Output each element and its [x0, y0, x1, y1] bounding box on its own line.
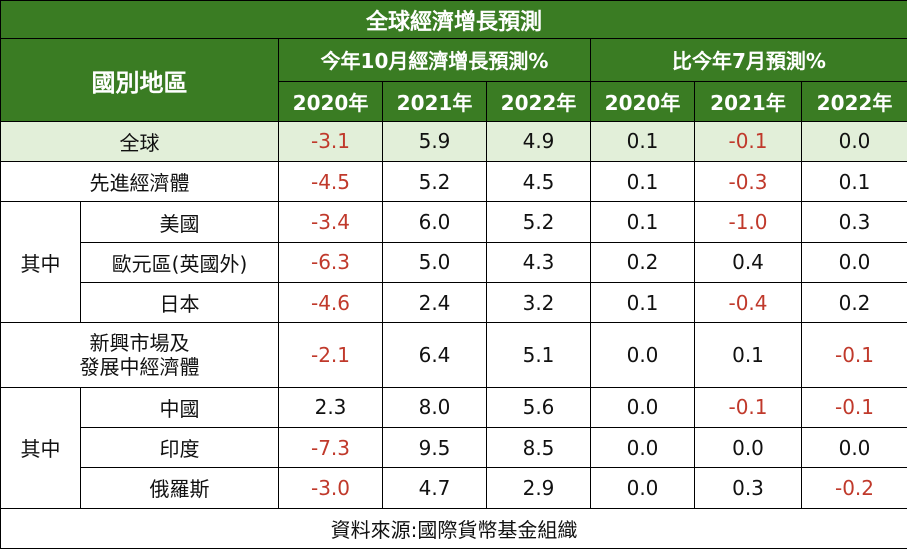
row-label: 新興市場及 發展中經濟體: [0, 322, 279, 388]
year-header: 2020年: [590, 80, 695, 122]
value-cell: 0.0: [590, 386, 695, 429]
year-header: 2021年: [694, 80, 802, 122]
value-cell: -3.0: [278, 467, 383, 509]
value-cell: -0.1: [694, 386, 802, 429]
value-cell: 6.0: [382, 201, 487, 243]
value-cell: -0.1: [694, 120, 802, 163]
table-row: 俄羅斯 -3.0 4.7 2.9 0.0 0.3 -0.2: [1, 467, 907, 509]
value-cell: 5.1: [486, 322, 591, 388]
value-cell: 5.0: [382, 241, 487, 283]
value-cell: -1.0: [694, 201, 802, 243]
value-cell: 3.2: [486, 281, 591, 324]
value-cell: -0.2: [800, 467, 907, 509]
value-cell: 4.9: [486, 120, 591, 163]
value-cell: 0.0: [590, 467, 695, 509]
year-header: 2022年: [800, 80, 907, 122]
value-cell: -0.1: [800, 322, 907, 388]
value-cell: 0.0: [590, 426, 695, 469]
row-label: 日本: [80, 281, 279, 324]
value-cell: 0.2: [800, 281, 907, 324]
value-cell: -0.4: [694, 281, 802, 324]
july-diff-header: 比今年7月預測%: [589, 38, 907, 82]
value-cell: 0.1: [590, 281, 695, 324]
row-label-line: 發展中經濟體: [79, 354, 200, 379]
value-cell: -2.1: [278, 322, 383, 388]
row-label: 印度: [80, 426, 279, 469]
table-row: 全球 -3.1 5.9 4.9 0.1 -0.1 0.0: [0, 120, 907, 163]
value-cell: -4.5: [278, 161, 383, 203]
value-cell: -0.3: [694, 161, 802, 203]
value-cell: 8.5: [486, 426, 591, 469]
value-cell: 4.5: [486, 161, 591, 203]
value-cell: 2.3: [278, 386, 383, 429]
value-cell: 0.4: [694, 241, 802, 283]
row-label-line: 新興市場及: [89, 330, 190, 355]
value-cell: 0.1: [590, 161, 695, 203]
value-cell: 4.3: [486, 241, 591, 283]
value-cell: 0.3: [800, 201, 907, 243]
value-cell: 0.2: [590, 241, 695, 283]
value-cell: 2.4: [382, 281, 487, 324]
value-cell: 2.9: [486, 467, 591, 509]
value-cell: 5.9: [382, 120, 487, 163]
value-cell: 0.0: [694, 426, 802, 469]
value-cell: 0.0: [800, 426, 907, 469]
value-cell: -7.3: [278, 426, 383, 469]
value-cell: 5.2: [382, 161, 487, 203]
value-cell: 4.7: [382, 467, 487, 509]
value-cell: 0.1: [590, 120, 695, 163]
source-note: 資料來源:國際貨幣基金組織: [0, 507, 907, 549]
value-cell: 5.2: [486, 201, 591, 243]
row-label: 中國: [80, 386, 279, 429]
value-cell: 5.6: [486, 386, 591, 429]
table-row: 先進經濟體 -4.5 5.2 4.5 0.1 -0.3 0.1: [0, 161, 907, 203]
region-header: 國別地區: [0, 38, 279, 122]
value-cell: 0.0: [800, 120, 907, 163]
table-row: 歐元區(英國外) -6.3 5.0 4.3 0.2 0.4 0.0: [1, 241, 907, 283]
year-header: 2021年: [382, 80, 487, 122]
row-label: 全球: [0, 120, 279, 163]
value-cell: -3.4: [278, 201, 383, 243]
value-cell: -6.3: [278, 241, 383, 283]
oct-forecast-header: 今年10月經濟增長預測%: [278, 38, 591, 82]
value-cell: 9.5: [382, 426, 487, 469]
value-cell: -0.1: [800, 386, 907, 429]
value-cell: -3.1: [278, 120, 383, 163]
group-label: 其中: [0, 386, 81, 509]
row-label: 歐元區(英國外): [80, 241, 279, 283]
year-header: 2020年: [278, 80, 383, 122]
row-label: 俄羅斯: [80, 467, 279, 509]
value-cell: 0.3: [694, 467, 802, 509]
value-cell: 8.0: [382, 386, 487, 429]
group-label: 其中: [0, 201, 81, 324]
table-row: 日本 -4.6 2.4 3.2 0.1 -0.4 0.2: [1, 281, 907, 324]
row-label: 美國: [80, 201, 279, 243]
value-cell: 0.1: [694, 322, 802, 388]
table-row: 其中 美國 -3.4 6.0 5.2 0.1 -1.0 0.3: [0, 201, 907, 324]
row-label: 先進經濟體: [0, 161, 279, 203]
value-cell: 0.1: [590, 201, 695, 243]
table-row: 新興市場及 發展中經濟體 -2.1 6.4 5.1 0.0 0.1 -0.1: [0, 322, 907, 388]
value-cell: 0.0: [590, 322, 695, 388]
value-cell: 0.1: [800, 161, 907, 203]
value-cell: 6.4: [382, 322, 487, 388]
value-cell: 0.0: [800, 241, 907, 283]
table-title: 全球經濟增長預測: [0, 0, 907, 40]
value-cell: -4.6: [278, 281, 383, 324]
table-row: 其中 中國 2.3 8.0 5.6 0.0 -0.1 -0.1: [0, 386, 907, 509]
year-header: 2022年: [486, 80, 591, 122]
table-row: 印度 -7.3 9.5 8.5 0.0 0.0 0.0: [1, 426, 907, 469]
